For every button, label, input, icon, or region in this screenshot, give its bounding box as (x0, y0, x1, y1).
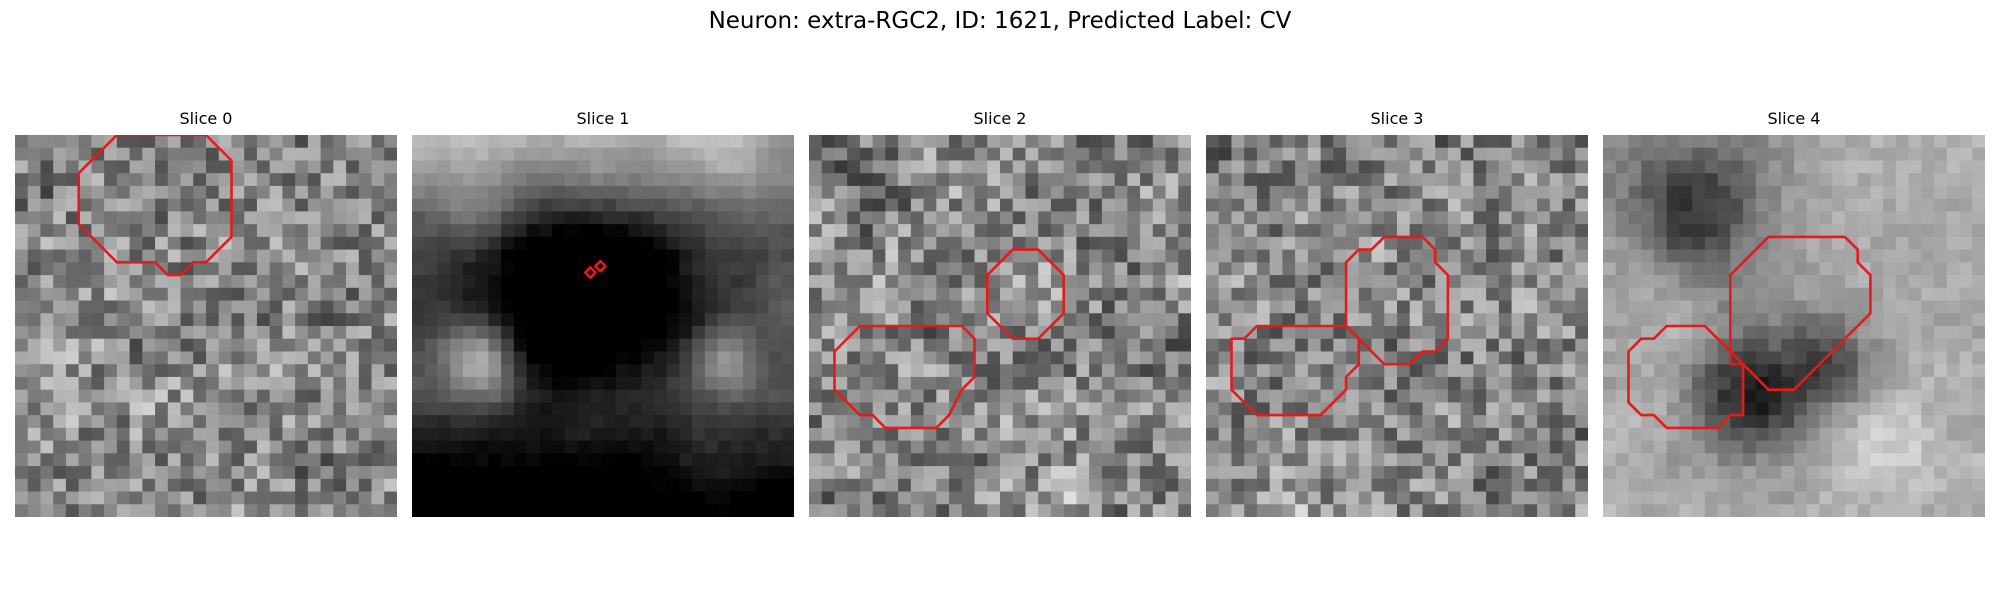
pixel-grid (809, 135, 1191, 517)
panel-title-slice-1: Slice 1 (576, 109, 630, 128)
contour-outline (1627, 324, 1745, 430)
slice-panel-3 (1206, 135, 1588, 517)
contour-outline (986, 248, 1065, 340)
contour-outline (1230, 324, 1361, 417)
contour-outline (594, 259, 607, 273)
pixel-grid (1206, 135, 1588, 517)
slice-panel-2 (809, 135, 1191, 517)
panel-title-slice-4: Slice 4 (1767, 109, 1821, 128)
contour-outline (1729, 235, 1872, 391)
contour-outline (77, 135, 233, 277)
figure-title: Neuron: extra-RGC2, ID: 1621, Predicted … (708, 8, 1292, 34)
panel-title-slice-0: Slice 0 (179, 109, 233, 128)
pixel-grid (412, 135, 794, 517)
panel-title-slice-2: Slice 2 (973, 109, 1027, 128)
pixel-grid (15, 135, 397, 517)
pixel-grid (1603, 135, 1985, 517)
contour-outline (833, 324, 976, 430)
panel-title-slice-3: Slice 3 (1370, 109, 1424, 128)
slice-panel-4 (1603, 135, 1985, 517)
contour-outline (583, 266, 597, 279)
slice-panel-1 (412, 135, 794, 517)
contour-outline (1344, 235, 1450, 366)
slice-panel-0 (15, 135, 397, 517)
